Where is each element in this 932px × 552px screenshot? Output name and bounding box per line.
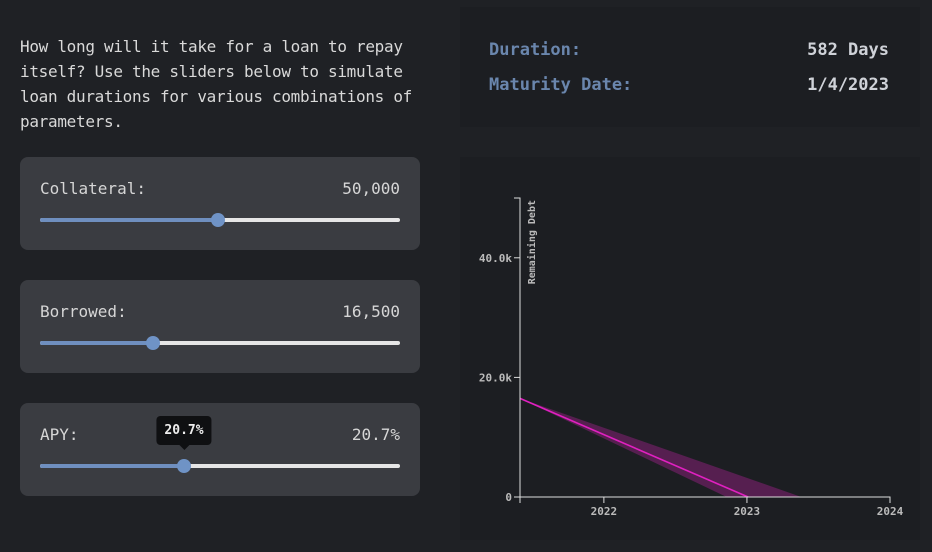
y-axis-label: Remaining Debt [526,200,538,284]
slider-thumb[interactable] [146,336,161,350]
collateral-label: Collateral: [40,179,146,198]
duration-value: 582 Days [807,40,889,60]
y-tick-label: 0 [505,491,512,504]
slider-thumb[interactable] [210,213,225,227]
borrowed-label: Borrowed: [40,302,127,321]
apy-card: APY: 20.7% 20.7% [20,403,420,496]
debt-line [519,397,749,498]
x-axis [519,496,891,503]
slider-fill [40,464,184,468]
duration-row: Duration: 582 Days [489,40,889,60]
apy-slider[interactable]: 20.7% [40,416,400,473]
apy-value: 20.7% [351,425,400,444]
borrowed-value: 16,500 [342,302,400,321]
maturity-label: Maturity Date: [489,75,633,95]
duration-label: Duration: [489,40,582,60]
borrowed-card: Borrowed: 16,500 [20,280,420,373]
intro-text: How long will it take for a loan to repa… [20,37,412,131]
maturity-row: Maturity Date: 1/4/2023 [489,75,889,95]
borrowed-slider[interactable] [40,336,400,350]
chart-panel: Remaining Debt 0 20.0k 40.0k 2022 2023 2024 [460,157,920,540]
x-tick-label: 2023 [734,505,761,518]
uncertainty-band [520,398,802,497]
y-axis [514,197,521,497]
x-tick-label: 2024 [877,505,904,518]
apy-label: APY: [40,425,79,444]
apy-tooltip: 20.7% [156,416,212,450]
collateral-value: 50,000 [342,179,400,198]
summary-panel: Duration: 582 Days Maturity Date: 1/4/20… [460,7,920,127]
y-tick-label: 20.0k [479,371,512,384]
slider-fill [40,218,218,222]
maturity-value: 1/4/2023 [807,75,889,95]
y-tick-label: 40.0k [479,252,512,265]
collateral-card: Collateral: 50,000 [20,157,420,250]
slider-thumb[interactable] [177,459,191,473]
collateral-slider[interactable] [40,213,400,227]
debt-chart: Remaining Debt 0 20.0k 40.0k 2022 2023 2024 [479,197,904,518]
slider-fill [40,341,154,345]
x-tick-label: 2022 [591,505,618,518]
